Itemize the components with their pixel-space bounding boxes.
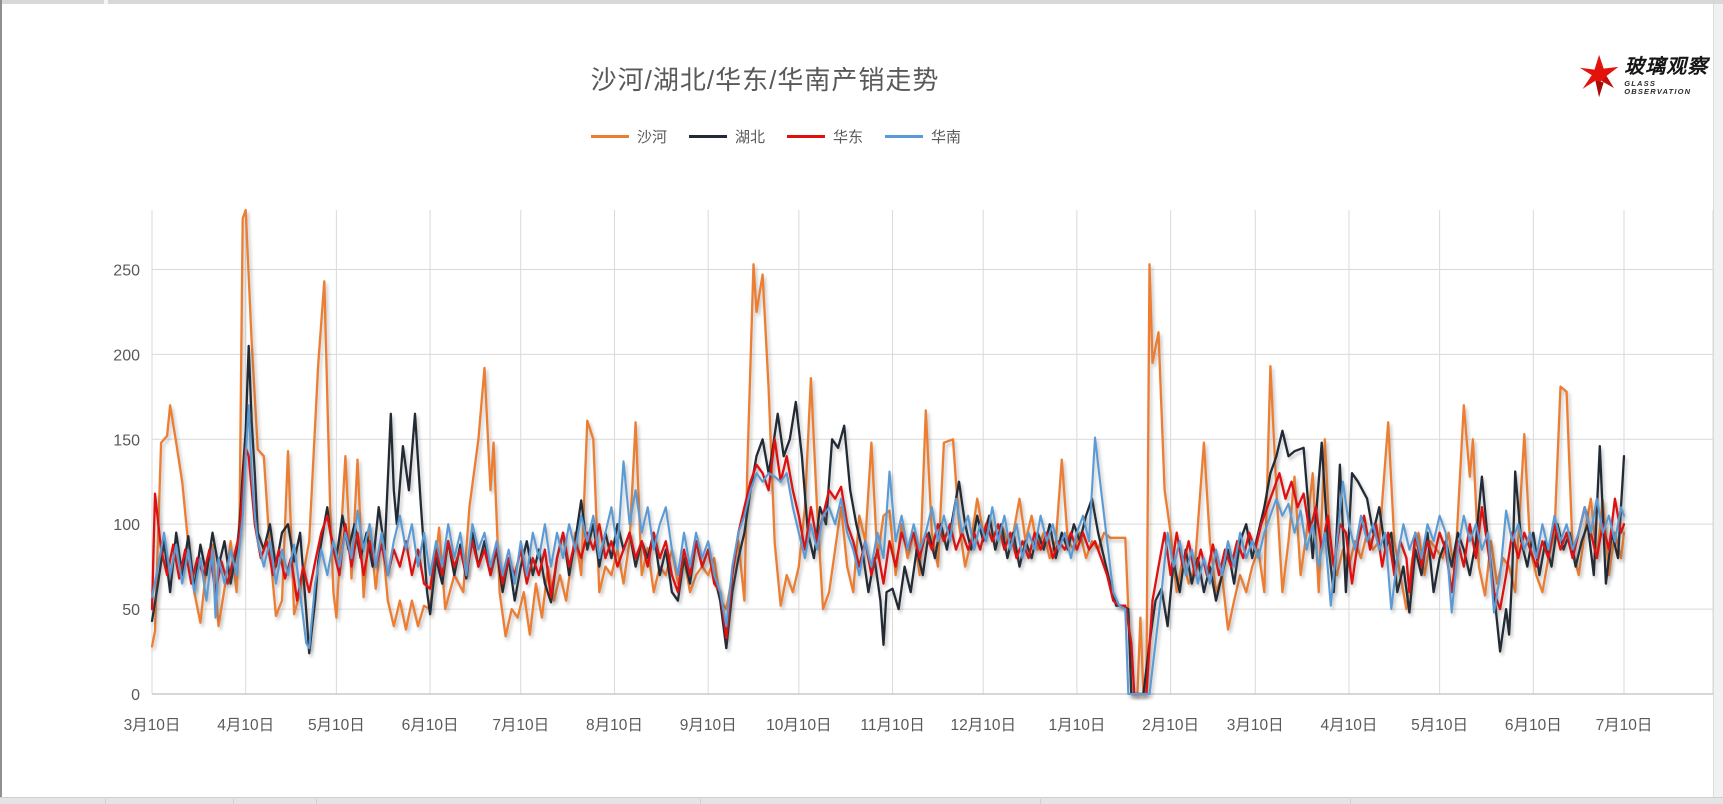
grid-cell-separator (700, 799, 701, 804)
x-tick-label: 2月10日 (1142, 717, 1199, 734)
brand-star-icon (1579, 54, 1619, 98)
legend-item-shahe: 沙河 (590, 126, 667, 147)
x-tick-label: 9月10日 (680, 717, 737, 734)
grid-cell-separator (1350, 799, 1351, 804)
x-tick-label: 6月10日 (1505, 717, 1562, 734)
x-tick-label: 10月10日 (766, 717, 831, 734)
x-tick-label: 5月10日 (308, 717, 365, 734)
y-tick-label: 0 (131, 687, 140, 704)
y-tick-label: 100 (113, 517, 140, 534)
y-tick-label: 50 (122, 602, 140, 619)
y-tick-label: 200 (113, 347, 140, 364)
legend-label-huanan: 华南 (931, 129, 962, 146)
legend-swatch-huanan (885, 135, 924, 138)
x-tick-label: 3月10日 (124, 717, 181, 734)
x-tick-label: 3月10日 (1227, 717, 1284, 734)
series-line-hubei (150, 344, 1626, 696)
x-tick-label: 11月10日 (860, 717, 924, 734)
legend-label-huadong: 华东 (833, 129, 864, 146)
legend-label-shahe: 沙河 (636, 129, 667, 146)
brand-logo: 玻璃观察 GLASS OBSERVATION (1578, 52, 1718, 100)
legend-item-huanan: 华南 (885, 126, 961, 147)
chart-legend: 沙河 湖北 华东 华南 (0, 126, 1552, 147)
legend-label-hubei: 湖北 (734, 129, 765, 146)
brand-tagline: GLASS OBSERVATION (1624, 79, 1692, 96)
series-line-shahe (150, 208, 1626, 696)
legend-swatch-shahe (590, 135, 629, 138)
window-left-edge (0, 0, 2, 804)
window-top-edge (0, 0, 1723, 4)
x-tick-label: 4月10日 (217, 717, 274, 734)
x-tick-label: 7月10日 (1596, 717, 1653, 734)
legend-item-huadong: 华东 (787, 126, 863, 147)
x-tick-label: 4月10日 (1321, 717, 1378, 734)
brand-name: 玻璃观察 (1624, 56, 1709, 78)
y-tick-label: 150 (113, 432, 140, 449)
y-tick-label: 250 (113, 262, 140, 279)
x-tick-label: 8月10日 (586, 717, 643, 734)
x-tick-label: 7月10日 (492, 717, 549, 734)
brand-text: 玻璃观察 GLASS OBSERVATION (1624, 57, 1718, 95)
grid-cell-separator (316, 799, 317, 804)
legend-swatch-huadong (787, 135, 825, 138)
window-bottom-edge (0, 797, 1723, 804)
legend-swatch-hubei (688, 135, 727, 138)
chart-title: 沙河/湖北/华东/华南产销走势 (590, 65, 940, 95)
x-tick-label: 1月10日 (1048, 717, 1105, 734)
grid-cell-separator (105, 799, 106, 804)
grid-cell-separator (1040, 799, 1041, 804)
x-tick-label: 6月10日 (402, 717, 459, 734)
series-line-huanan (150, 404, 1626, 696)
grid-cell-separator (233, 799, 234, 804)
x-tick-label: 5月10日 (1411, 717, 1468, 734)
legend-item-hubei: 湖北 (688, 126, 765, 147)
x-tick-label: 12月10日 (950, 717, 1015, 734)
window-top-edge-notch (104, 0, 108, 4)
